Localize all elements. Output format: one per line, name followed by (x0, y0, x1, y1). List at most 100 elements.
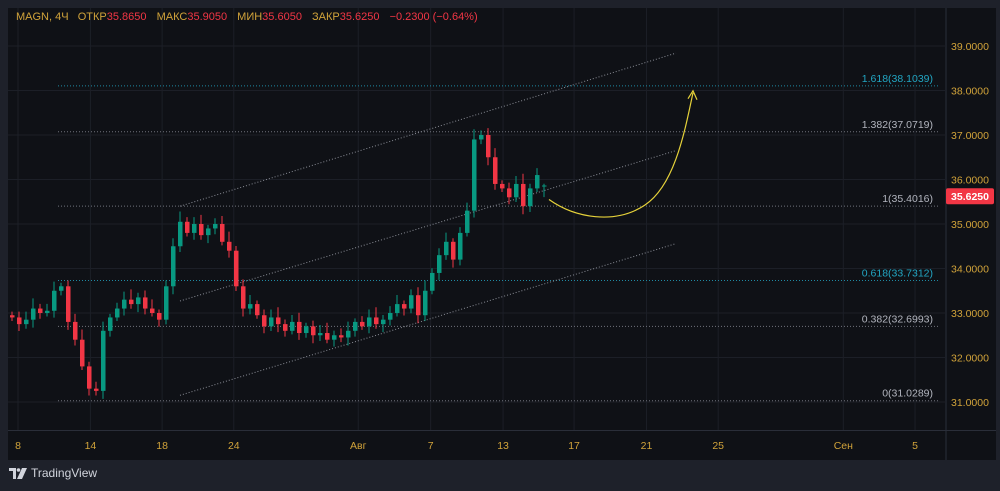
close-label: ЗАКР (312, 11, 340, 23)
low-value: 35.6050 (262, 11, 302, 23)
candle-body (87, 366, 92, 389)
candle-body (332, 335, 337, 340)
x-tick-label: 7 (428, 440, 434, 452)
candle-body (241, 286, 246, 309)
candle-body (129, 299, 134, 305)
x-tick-label: 8 (15, 440, 21, 452)
candle-body (409, 295, 414, 309)
candle-body (94, 388, 99, 391)
candle-body (185, 221, 190, 233)
plot-area[interactable] (8, 8, 946, 430)
candle-body (59, 286, 64, 291)
candle-body (220, 224, 225, 242)
candle-body (122, 299, 127, 309)
candle-body (10, 315, 15, 318)
candle-body (38, 308, 43, 313)
fib-level-label: 1.382(37.0719) (862, 119, 933, 131)
candle-body (493, 157, 498, 184)
y-tick-label: 39.0000 (951, 41, 989, 53)
x-tick-label: 5 (912, 440, 918, 452)
x-tick-label: 17 (568, 440, 580, 452)
y-tick-label: 36.0000 (951, 175, 989, 187)
candle-body (367, 317, 372, 327)
x-tick-label: Сен (834, 440, 853, 452)
candle-body (542, 185, 547, 187)
candle-body (416, 295, 421, 316)
y-tick-label: 32.0000 (951, 353, 989, 365)
candle-body (374, 317, 379, 325)
candle-body (276, 317, 281, 325)
candle-body (423, 290, 428, 316)
high-label: МАКС (156, 11, 188, 23)
candle-body (360, 321, 365, 327)
candle-body (255, 304, 260, 316)
candle-body (143, 297, 148, 309)
candle-body (115, 308, 120, 318)
candle-body (66, 286, 71, 322)
symbol-label: MAGN, 4Ч (16, 11, 69, 23)
fib-level-label: 0(31.0289) (882, 388, 933, 400)
candle-body (52, 290, 57, 311)
x-tick-label: 24 (228, 440, 240, 452)
projection-curve (548, 92, 694, 218)
candle-body (528, 188, 533, 207)
candle-body (318, 333, 323, 336)
candle-body (486, 135, 491, 158)
y-tick-label: 35.0000 (951, 219, 989, 231)
candle-body (437, 255, 442, 273)
candle-body (283, 324, 288, 331)
channel-line (179, 243, 677, 396)
candle-body (171, 246, 176, 287)
last-price-label: 35.6250 (951, 191, 989, 203)
candle-body (535, 175, 540, 189)
candle-body (206, 228, 211, 236)
candle-body (31, 308, 36, 320)
last-price-badge (946, 188, 994, 205)
candle-body (17, 317, 22, 325)
candle-body (395, 304, 400, 313)
channel-line (179, 52, 677, 207)
candle-body (24, 319, 29, 325)
tradingview-icon (9, 467, 27, 479)
low-label: МИН (237, 11, 263, 23)
x-tick-label: Авг (350, 440, 367, 452)
high-value: 35.9050 (187, 11, 228, 23)
change-value: −0.2300 (−0.64%) (389, 11, 478, 23)
y-tick-label: 38.0000 (951, 86, 989, 98)
close-value: 35.6250 (339, 11, 380, 23)
open-value: 35.8650 (106, 11, 147, 23)
candle-body (213, 224, 218, 229)
x-tick-label: 13 (497, 440, 509, 452)
candle-body (353, 321, 358, 331)
candle-body (150, 308, 155, 313)
candle-body (325, 333, 330, 340)
candle-body (192, 224, 197, 233)
candle-body (339, 335, 344, 338)
candle-body (45, 310, 50, 313)
candle-body (108, 317, 113, 331)
time-axis[interactable] (8, 431, 996, 460)
candle-body (381, 319, 386, 325)
fib-level-label: 1(35.4016) (882, 193, 933, 205)
candle-body (80, 339, 85, 367)
candle-body (458, 232, 463, 260)
candle-body (311, 326, 316, 336)
candle-body (164, 286, 169, 320)
candle-body (304, 326, 309, 334)
y-tick-label: 31.0000 (951, 397, 989, 409)
y-tick-label: 34.0000 (951, 264, 989, 276)
candle-body (472, 139, 477, 211)
arrowhead-icon (687, 89, 698, 100)
candle-body (262, 315, 267, 327)
candle-body (248, 304, 253, 309)
candle-body (178, 221, 183, 247)
candle-body (73, 321, 78, 340)
candle-body (479, 135, 484, 140)
x-tick-label: 25 (712, 440, 724, 452)
fib-level-label: 0.382(32.6993) (862, 313, 933, 325)
price-axis[interactable] (946, 8, 996, 430)
open-label: ОТКР (77, 11, 107, 23)
tradingview-logo[interactable]: TradingView (9, 466, 97, 480)
candle-body (269, 317, 274, 327)
